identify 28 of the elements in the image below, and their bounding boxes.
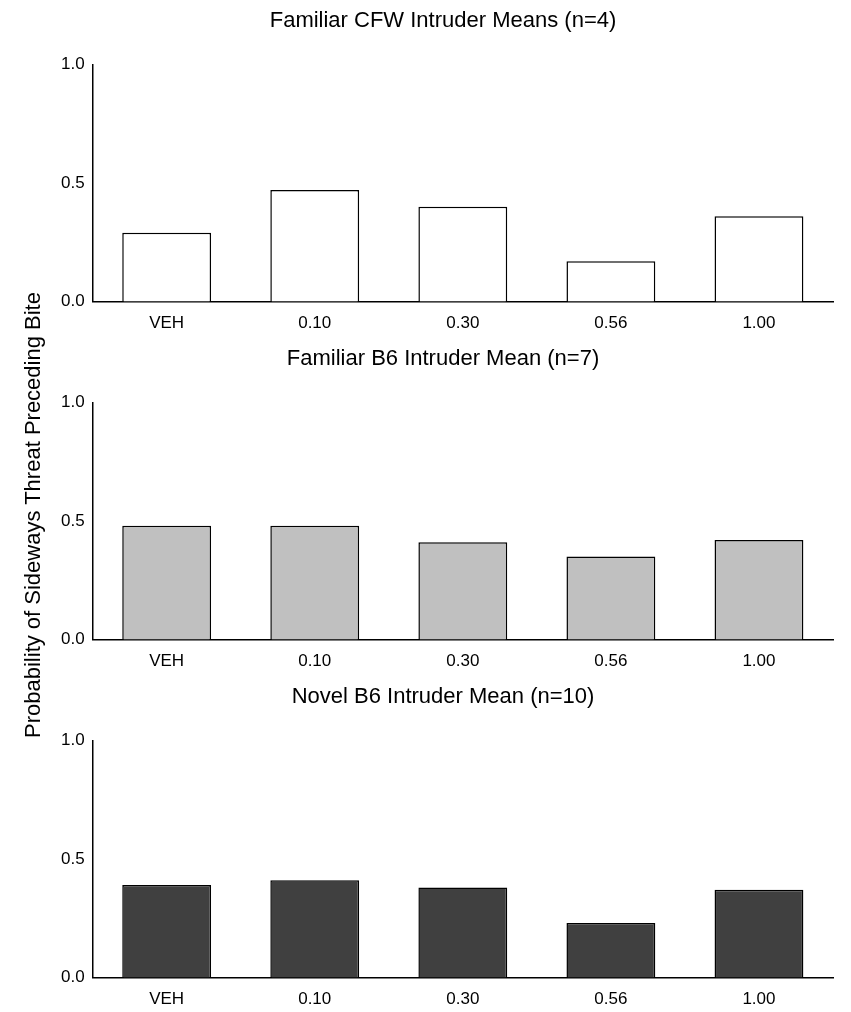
x-tick-label: 1.00 [742,651,776,671]
y-tick-label: 1.0 [60,392,85,412]
x-tick-label: VEH [149,313,185,333]
chart-title: Familiar CFW Intruder Means (n=4) [269,7,617,33]
x-tick-label: 0.10 [298,651,332,671]
chart-title: Familiar B6 Intruder Mean (n=7) [286,345,600,371]
x-tick-label: 1.00 [742,313,776,333]
x-tick-label: 0.10 [298,989,332,1009]
x-tick-label: 1.00 [742,989,776,1009]
x-tick-label: VEH [149,989,185,1009]
y-tick-label: 0.0 [60,291,85,311]
x-tick-label: VEH [149,651,185,671]
x-tick-label: 0.56 [594,651,628,671]
y-tick-label: 0.0 [60,967,85,987]
x-tick-label: 0.56 [594,313,628,333]
y-tick-label: 0.5 [60,510,85,530]
y-tick-label: 0.5 [60,172,85,192]
x-tick-label: 0.30 [446,313,480,333]
chart-title: Novel B6 Intruder Mean (n=10) [291,683,595,709]
x-tick-label: 0.30 [446,989,480,1009]
y-tick-label: 1.0 [60,730,85,750]
y-tick-label: 0.0 [60,629,85,649]
x-tick-label: 0.56 [594,989,628,1009]
y-tick-label: 1.0 [60,54,85,74]
y-tick-label: 0.5 [60,848,85,868]
y-axis-title: Probability of Sideways Threat Preceding Bite [20,292,46,738]
x-tick-label: 0.10 [298,313,332,333]
x-tick-label: 0.30 [446,651,480,671]
